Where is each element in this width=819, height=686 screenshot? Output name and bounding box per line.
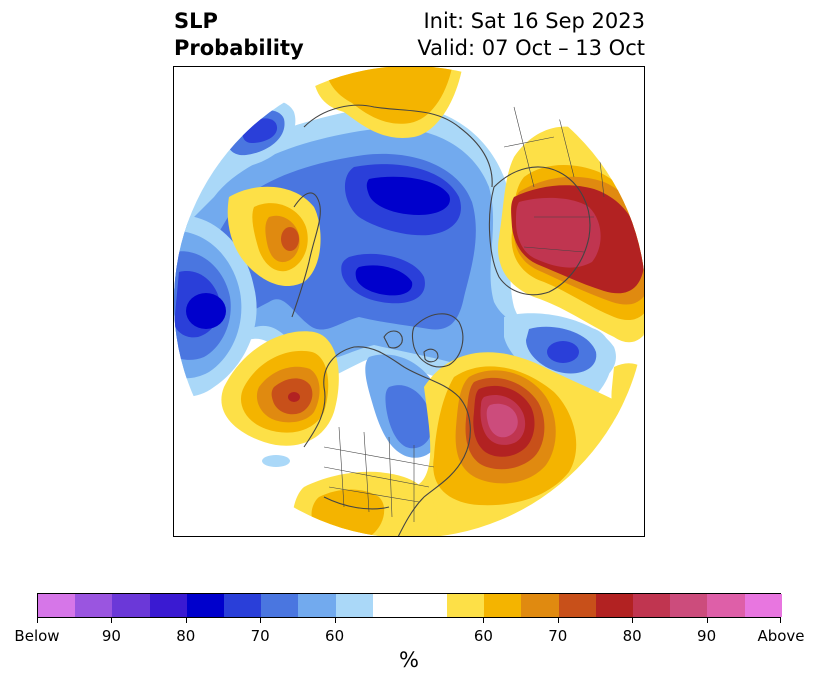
- polar-low-core: [355, 176, 450, 296]
- colorbar-tick-mark: [111, 618, 113, 623]
- colorbar-segment: [298, 594, 336, 617]
- date-info: Init: Sat 16 Sep 2023 Valid: 07 Oct – 13…: [417, 8, 645, 62]
- colorbar-segment: [447, 594, 485, 617]
- colorbar-segment: [149, 594, 187, 617]
- colorbar-tick-label: Below: [14, 627, 60, 645]
- init-label: Init: Sat 16 Sep 2023: [423, 9, 645, 33]
- colorbar-segment: [744, 594, 782, 617]
- pac-spot: [262, 455, 290, 467]
- colorbar-segment: [670, 594, 708, 617]
- nwa-high-pink: [486, 403, 518, 438]
- colorbar-segment: [558, 594, 596, 617]
- colorbar-tick-mark: [260, 618, 262, 623]
- colorbar-segment: [707, 594, 745, 617]
- colorbar-segment: [372, 594, 410, 617]
- colorbar-segment: [521, 594, 559, 617]
- west-low-core: [186, 293, 226, 329]
- map-disk: [174, 67, 644, 536]
- colorbar-tick-mark: [334, 618, 336, 623]
- colorbar-tick-label: 60: [473, 627, 493, 645]
- colorbar-segment: [223, 594, 262, 617]
- colorbar-tick-mark: [185, 618, 187, 623]
- colorbar-tick-mark: [632, 618, 634, 623]
- colorbar-segment: [261, 594, 299, 617]
- colorbar-tick-label: 90: [697, 627, 717, 645]
- title-line-2: Probability: [174, 36, 304, 60]
- asia-coast: [303, 104, 493, 188]
- na-low-blue: [385, 385, 433, 449]
- colorbar-tick-label: 60: [325, 627, 345, 645]
- probability-map: [174, 67, 644, 536]
- title-line-1: SLP: [174, 9, 218, 33]
- colorbar-tick-label: 70: [548, 627, 568, 645]
- colorbar-segment: [186, 594, 224, 617]
- europe-coast: [488, 166, 591, 296]
- sna-high-orange: [311, 489, 385, 536]
- colorbar-tick-label: 80: [176, 627, 196, 645]
- colorbar-tick-label: 90: [101, 627, 121, 645]
- colorbar-segment: [595, 594, 633, 617]
- colorbar-label: %: [399, 648, 419, 672]
- nep-high-core: [288, 392, 300, 402]
- coastlines: [291, 96, 605, 536]
- alaska-coast: [291, 192, 321, 318]
- colorbar: [37, 593, 782, 618]
- us-borders: [323, 426, 435, 522]
- colorbar-segment: [409, 594, 448, 617]
- colorbar-tick-mark: [706, 618, 708, 623]
- colorbar-segment: [633, 594, 671, 617]
- colorbar-segment: [112, 594, 150, 617]
- greenland-coast: [411, 313, 464, 368]
- colorbar-tick-mark: [483, 618, 485, 623]
- arctic-islands: [383, 330, 439, 363]
- eur-high-crimson: [516, 197, 601, 268]
- colorbar-tick-label: 70: [250, 627, 270, 645]
- colorbar-segment: [75, 594, 113, 617]
- north-america-coast: [303, 346, 471, 536]
- colorbar-tick-label: Above: [757, 627, 805, 645]
- top-high-orange: [324, 67, 454, 124]
- atl-low-dark: [547, 341, 579, 363]
- colorbar-segment: [484, 594, 522, 617]
- colorbar-tick-label: 80: [622, 627, 642, 645]
- colorbar-tick-mark: [557, 618, 559, 623]
- colorbar-segment: [335, 594, 373, 617]
- east-edge-yellow: [611, 363, 644, 443]
- valid-label: Valid: 07 Oct – 13 Oct: [417, 36, 645, 60]
- colorbar-segment: [38, 594, 76, 617]
- colorbar-tick-mark: [37, 618, 38, 623]
- wna-high-red: [281, 227, 299, 251]
- map-panel: [173, 66, 645, 537]
- chart-title: SLP Probability: [174, 8, 304, 62]
- colorbar-tick-mark: [780, 618, 781, 623]
